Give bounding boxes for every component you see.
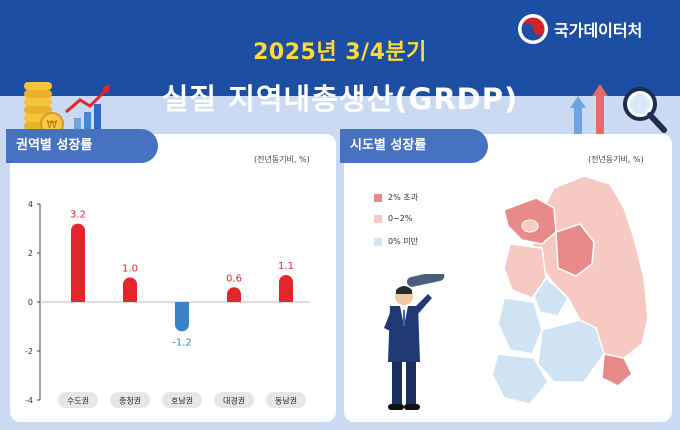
category-pill [266,392,306,408]
map-region [491,353,549,405]
bar [227,287,241,302]
map-region [555,223,595,277]
legend-label: 2% 초과 [388,193,418,202]
legend-swatch [374,237,382,246]
map-region [601,353,633,387]
period-title: 2025년 3/4분기 [253,40,427,65]
data-label: -1.2 [172,337,192,348]
logo-text: 국가데이터처 [554,21,643,40]
businessman-telescope-illustration [384,274,445,410]
logo: 국가데이터처 [518,14,642,44]
province-growth-tab: 시도별 성장률 [340,129,488,163]
map-region [521,219,539,233]
legend-label: 0% 미만 [388,237,418,246]
legend-swatch [374,214,382,223]
x-tick-label: 대경권 [223,396,245,406]
coins-growth-icon: ₩ [24,82,110,136]
y-tick-label: -2 [25,347,33,356]
regional-growth-bar-chart: 4 2 0 -2 -4 3.2 수도권 1.0 충청권 -1.2 호남권 0.6 대경권 1.1 동남권 [25,200,310,408]
data-label: 1.0 [122,264,138,275]
svg-text:₩: ₩ [47,118,58,131]
taegeuk-logo-icon [518,14,548,44]
legend-label: 0~2% [388,214,413,223]
legend-swatch [374,193,382,202]
x-tick-label: 충청권 [119,396,141,406]
arrows-magnifier-icon [570,84,667,140]
page-title: 실질 지역내총생산(GRDP) [161,82,519,116]
map-region [503,243,547,299]
bar [71,223,85,302]
x-tick-label: 호남권 [171,396,193,406]
y-tick-label: 4 [28,200,33,209]
data-label: 3.2 [70,210,86,221]
category-pill [214,392,254,408]
y-tick-label: 0 [28,298,33,307]
category-pill [162,392,202,408]
korea-map-choropleth [491,175,649,405]
x-tick-label: 동남권 [275,396,297,406]
y-tick-label: 2 [28,249,33,258]
legend-item-0-2: 0~2% [374,214,412,223]
legend-item-under-0: 0% 미만 [374,236,418,247]
unit-label: (전년동기비, %) [254,155,310,164]
map-region [533,276,569,317]
bar [123,277,137,302]
bar [279,275,293,302]
data-label: 0.6 [226,273,242,284]
province-growth-panel: 시도별 성장률 (전년동기비, %) 2% 초과 0~2% 0% 미만 [340,129,672,422]
bar [175,302,189,332]
data-label: 1.1 [278,261,294,272]
regional-growth-tab: 권역별 성장률 [6,129,158,163]
map-region [497,297,543,355]
category-pill [58,392,98,408]
legend-item-over-2: 2% 초과 [374,192,418,203]
y-tick-label: -4 [25,396,33,405]
unit-label: (전년동기비, %) [588,155,644,164]
category-pill [110,392,150,408]
map-region [537,319,605,383]
regional-growth-panel: 권역별 성장률 (전년동기비, %) 4 2 0 -2 -4 3.2 수도권 1.0 충청권 -1… [6,129,336,422]
x-tick-label: 수도권 [67,396,89,406]
